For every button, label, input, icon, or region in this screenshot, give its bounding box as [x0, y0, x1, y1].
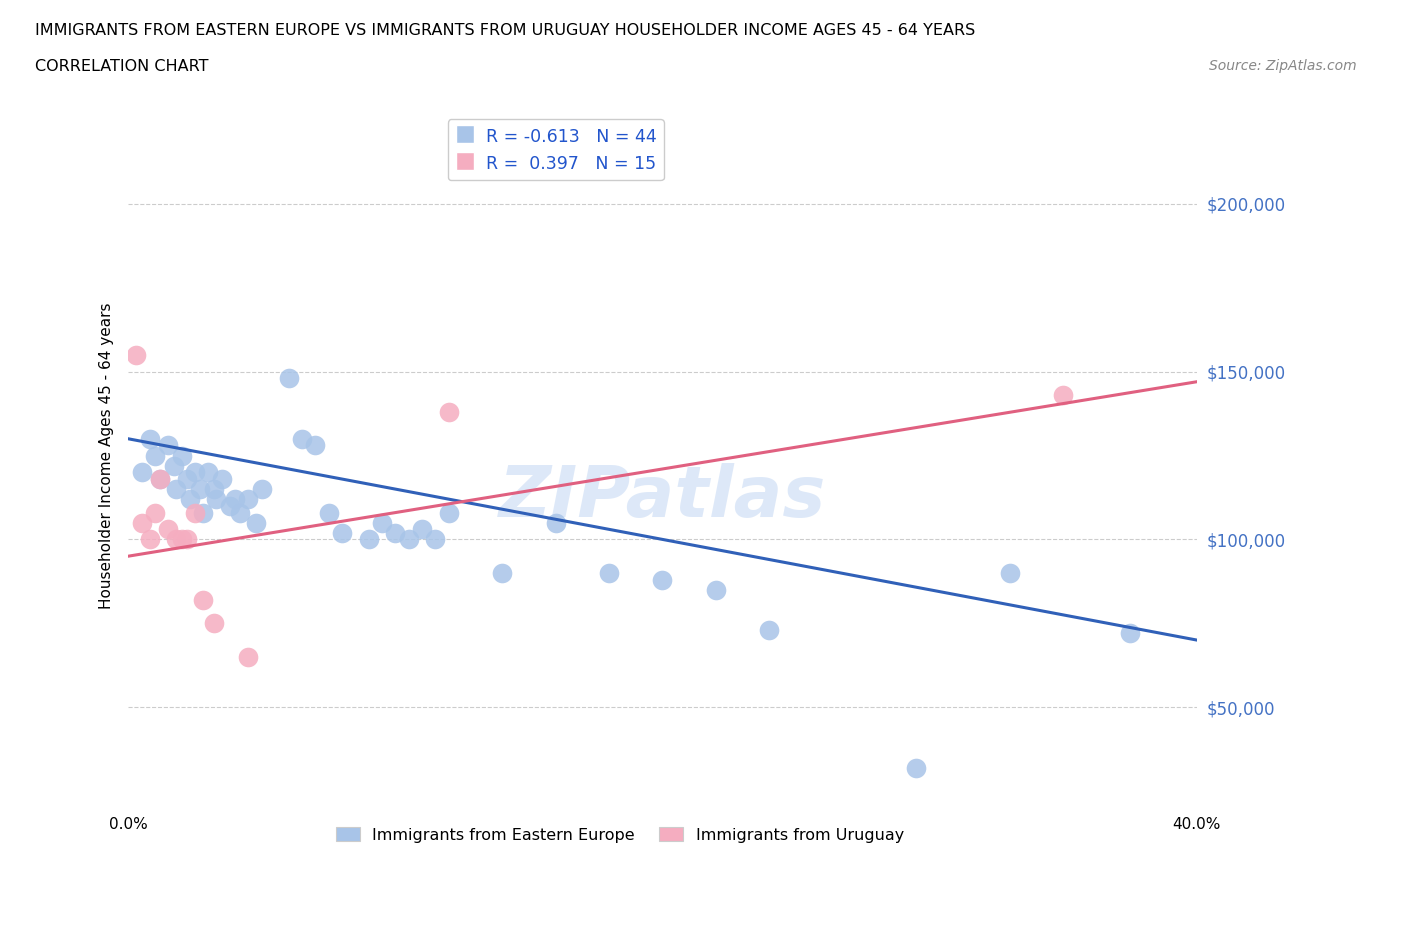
- Point: [544, 515, 567, 530]
- Point: [291, 432, 314, 446]
- Point: [170, 448, 193, 463]
- Point: [165, 482, 187, 497]
- Point: [179, 492, 201, 507]
- Point: [758, 622, 780, 637]
- Point: [491, 565, 513, 580]
- Point: [211, 472, 233, 486]
- Point: [277, 371, 299, 386]
- Legend: Immigrants from Eastern Europe, Immigrants from Uruguay: Immigrants from Eastern Europe, Immigran…: [329, 820, 910, 849]
- Point: [131, 515, 153, 530]
- Point: [704, 582, 727, 597]
- Point: [371, 515, 394, 530]
- Point: [229, 505, 252, 520]
- Point: [163, 458, 186, 473]
- Point: [149, 472, 172, 486]
- Point: [143, 505, 166, 520]
- Point: [191, 505, 214, 520]
- Point: [998, 565, 1021, 580]
- Point: [224, 492, 246, 507]
- Text: ZIPatlas: ZIPatlas: [499, 463, 827, 532]
- Point: [357, 532, 380, 547]
- Point: [190, 482, 212, 497]
- Point: [651, 572, 673, 587]
- Point: [1052, 388, 1074, 403]
- Point: [176, 472, 198, 486]
- Point: [165, 532, 187, 547]
- Y-axis label: Householder Income Ages 45 - 64 years: Householder Income Ages 45 - 64 years: [100, 302, 114, 609]
- Point: [437, 405, 460, 419]
- Point: [905, 760, 928, 775]
- Point: [138, 432, 160, 446]
- Point: [205, 492, 228, 507]
- Point: [184, 505, 207, 520]
- Point: [138, 532, 160, 547]
- Point: [304, 438, 326, 453]
- Point: [411, 522, 433, 537]
- Point: [170, 532, 193, 547]
- Point: [131, 465, 153, 480]
- Point: [218, 498, 240, 513]
- Point: [143, 448, 166, 463]
- Point: [197, 465, 219, 480]
- Text: IMMIGRANTS FROM EASTERN EUROPE VS IMMIGRANTS FROM URUGUAY HOUSEHOLDER INCOME AGE: IMMIGRANTS FROM EASTERN EUROPE VS IMMIGR…: [35, 23, 976, 38]
- Point: [191, 592, 214, 607]
- Point: [157, 438, 180, 453]
- Point: [157, 522, 180, 537]
- Point: [202, 482, 225, 497]
- Point: [238, 649, 260, 664]
- Point: [202, 616, 225, 631]
- Point: [425, 532, 447, 547]
- Point: [176, 532, 198, 547]
- Point: [398, 532, 420, 547]
- Point: [250, 482, 273, 497]
- Point: [238, 492, 260, 507]
- Text: CORRELATION CHART: CORRELATION CHART: [35, 59, 208, 73]
- Point: [437, 505, 460, 520]
- Point: [318, 505, 340, 520]
- Point: [149, 472, 172, 486]
- Point: [598, 565, 620, 580]
- Point: [125, 348, 148, 363]
- Point: [1119, 626, 1142, 641]
- Point: [184, 465, 207, 480]
- Point: [245, 515, 267, 530]
- Point: [330, 525, 353, 540]
- Text: Source: ZipAtlas.com: Source: ZipAtlas.com: [1209, 59, 1357, 73]
- Point: [384, 525, 406, 540]
